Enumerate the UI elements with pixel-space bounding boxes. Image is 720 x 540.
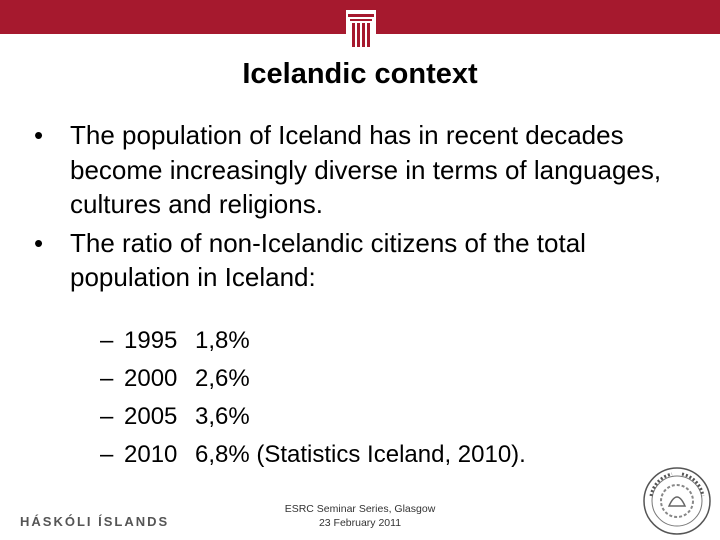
bullet-text: The ratio of non-Icelandic citizens of t… [70, 227, 586, 293]
statistic-item: –2000 2,6% [100, 360, 526, 398]
statistic-item: –1995 1,8% [100, 322, 526, 360]
statistic-value: 6,8% (Statistics Iceland, 2010). [195, 441, 526, 468]
statistic-item: –2010 6,8% (Statistics Iceland, 2010). [100, 436, 526, 474]
statistic-year: 2010 [124, 441, 178, 468]
statistic-value: 3,6% [195, 403, 250, 430]
slide-title: Icelandic context [242, 58, 478, 90]
dash-marker: – [100, 403, 114, 430]
statistic-year: 2005 [124, 403, 178, 430]
bullet-marker: • [34, 120, 44, 150]
statistic-item: –2005 3,6% [100, 398, 526, 436]
bullet-list: • The population of Iceland has in recen… [34, 118, 694, 299]
bullet-text: The population of Iceland has in recent … [70, 120, 662, 219]
dash-marker: – [100, 441, 114, 468]
event-line-1: ESRC Seminar Series, Glasgow [284, 503, 436, 515]
bullet-marker: • [34, 227, 44, 258]
statistic-value: 2,6% [195, 365, 250, 392]
dash-marker: – [100, 365, 114, 392]
university-building-icon [346, 10, 376, 52]
bullet-item: • The population of Iceland has in recen… [34, 118, 694, 222]
statistic-value: 1,8% [195, 327, 250, 354]
dash-marker: – [100, 327, 114, 354]
university-seal-icon [643, 467, 711, 535]
statistics-list: –1995 1,8% –2000 2,6% –2005 3,6% –2010 6,8% … [100, 322, 526, 474]
university-logo-text: HÁSKÓLI ÍSLANDS [20, 514, 170, 529]
event-caption: ESRC Seminar Series, Glasgow 23 February… [260, 502, 460, 530]
bullet-item: • The ratio of non-Icelandic citizens of… [34, 226, 694, 295]
event-line-2: 23 February 2011 [318, 517, 402, 529]
statistic-year: 1995 [124, 327, 178, 354]
statistic-year: 2000 [124, 365, 178, 392]
